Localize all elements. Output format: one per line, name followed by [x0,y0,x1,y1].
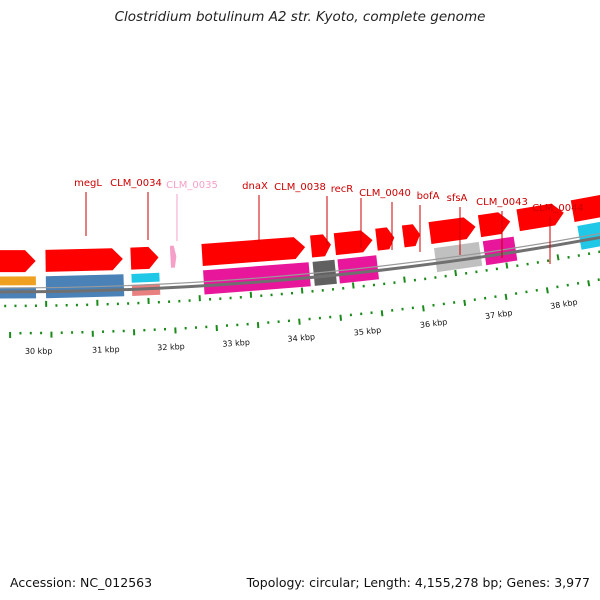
accession-text: Accession: NC_012563 [10,575,153,590]
gene-label-9: CLM_0043 [476,197,528,208]
kbp-label-2: 32 kbp [157,342,185,352]
gc-ticks-top [4,250,600,308]
gc-tick-top-50 [505,262,509,269]
gc-tick-bottom-32 [339,314,343,321]
gc-tick-bottom-48 [504,293,508,300]
feature-bar-16 [131,272,160,283]
gene-label-1: CLM_0034 [110,178,162,189]
gc-tick-top-55 [556,254,560,261]
feature-bar-21 [433,241,483,273]
kbp-label-4: 34 kbp [287,332,315,343]
gene-label-4: CLM_0038 [274,182,326,193]
kbp-label-6: 36 kbp [419,317,447,329]
backbone-inner [0,232,600,289]
kbp-axis-labels: 30 kbp 31 kbp 32 kbp 33 kbp 34 kbp 35 kbp 36 k… [25,298,578,356]
genome-stats-text: Topology: circular; Length: 4,155,278 bp… [246,575,590,590]
cds-arrow-11 [516,203,564,232]
gc-tick-top-30 [300,287,304,294]
kbp-label-3: 33 kbp [222,338,250,349]
feature-bar-13 [0,276,36,286]
gc-tick-bottom-56 [587,280,591,287]
gc-tick-top-35 [351,282,355,289]
gc-tick-top-40 [403,276,406,283]
gc-tick-bottom-28 [298,318,301,325]
backbone-outer [0,235,600,294]
gene-label-5: recR [331,184,354,195]
feature-bar-20 [337,255,379,284]
feature-tracks [0,195,600,299]
kbp-label-0: 30 kbp [25,347,53,356]
gene-label-10: CLM_0044 [532,203,584,214]
cds-arrow-0 [0,250,36,273]
cds-arrow-1 [45,248,123,272]
cds-arrow-4 [201,237,306,266]
gene-labels: megL CLM_0034 CLM_0035 dnaX CLM_0038 recR CLM_… [74,178,584,264]
cds-arrow-3 [169,245,177,268]
gc-tick-top-45 [454,269,458,277]
kbp-label-8: 38 kbp [550,298,579,311]
gc-tick-bottom-52 [545,287,549,294]
cds-arrow-8 [401,224,421,248]
cds-arrow-10 [477,212,511,238]
gc-tick-bottom-40 [422,305,425,312]
gc-tick-bottom-36 [380,310,384,317]
kbp-label-7: 37 kbp [484,308,513,321]
map-title: Clostridium botulinum A2 str. Kyoto, com… [114,9,486,25]
cds-arrow-5 [310,234,331,258]
genome-backbone [0,232,600,294]
gene-label-8: sfsA [447,193,468,204]
gene-label-3: dnaX [242,181,268,192]
cds-arrow-7 [375,227,395,251]
feature-bar-19 [312,259,337,286]
gene-label-6: CLM_0040 [359,188,411,199]
gene-label-0: megL [74,178,102,189]
cds-arrow-12 [570,195,600,222]
cds-arrow-2 [130,246,159,270]
kbp-label-5: 35 kbp [353,326,381,338]
gc-tick-bottom-44 [463,299,467,306]
cds-arrow-9 [428,217,476,244]
cds-arrow-6 [333,230,373,256]
gene-label-2: CLM_0035 [166,180,218,191]
feature-bar-22 [482,236,518,266]
kbp-label-1: 31 kbp [92,345,120,355]
gene-label-7: bofA [417,191,440,202]
gc-ticks-bottom [9,278,600,338]
